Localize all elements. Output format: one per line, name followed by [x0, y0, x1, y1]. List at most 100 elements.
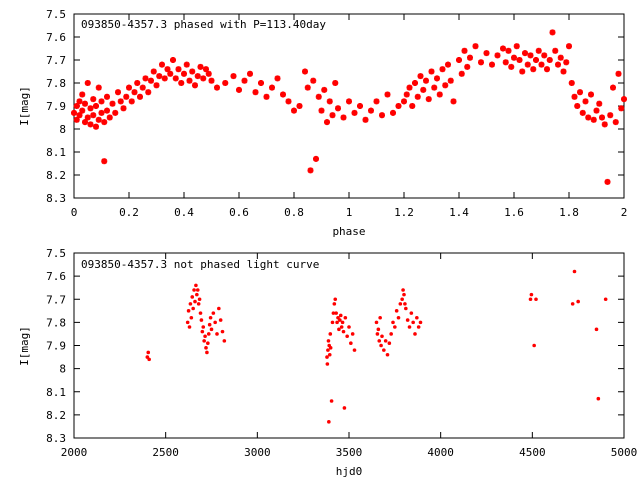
- phased-point: [403, 91, 410, 98]
- phased-point: [544, 66, 550, 73]
- unphased-point: [404, 306, 408, 311]
- unphased-point: [418, 320, 423, 325]
- phased-point: [513, 43, 520, 50]
- phased-point: [395, 103, 402, 109]
- unphased-point: [146, 350, 151, 355]
- phased-point: [159, 61, 165, 68]
- unphased-xtick-label: 5000: [611, 446, 638, 459]
- phased-point: [175, 66, 182, 73]
- unphased-point: [402, 292, 406, 297]
- phased-point: [500, 45, 506, 52]
- unphased-point: [189, 315, 194, 320]
- phased-point: [126, 84, 132, 91]
- phased-point: [585, 114, 592, 121]
- phased-point: [263, 93, 270, 100]
- unphased-point: [411, 320, 415, 325]
- unphased-point: [325, 355, 329, 359]
- phased-point: [128, 98, 135, 105]
- phased-point: [489, 61, 495, 68]
- phased-ytick-label: 7.6: [46, 31, 66, 44]
- unphased-point: [199, 318, 204, 322]
- phased-point: [373, 98, 380, 105]
- phased-point: [296, 103, 303, 109]
- phased-point: [93, 103, 99, 109]
- phased-point: [346, 98, 352, 105]
- phased-point: [577, 89, 583, 96]
- unphased-ytick-label: 7.9: [46, 340, 66, 353]
- phased-ytick-label: 7.7: [46, 54, 66, 67]
- unphased-point: [190, 295, 195, 299]
- phased-point: [478, 59, 484, 66]
- phased-point: [123, 93, 130, 100]
- phased-point: [203, 66, 209, 73]
- phased-point: [324, 119, 330, 126]
- phased-point: [183, 61, 190, 68]
- phased-point: [71, 109, 77, 116]
- phased-point: [464, 63, 471, 70]
- unphased-point: [349, 341, 353, 345]
- unphased-point: [215, 332, 219, 336]
- unphased-point: [197, 297, 202, 302]
- phased-point: [566, 43, 572, 50]
- phased-point: [236, 86, 242, 93]
- unphased-point: [325, 362, 330, 366]
- phased-point: [535, 47, 542, 54]
- phased-point: [612, 119, 619, 126]
- phased-xtick-label: 1: [346, 206, 353, 219]
- phased-ytick-label: 8: [59, 123, 66, 136]
- phased-point: [401, 98, 407, 105]
- phased-point: [82, 100, 88, 107]
- phased-point: [522, 50, 528, 57]
- phased-point: [618, 105, 625, 112]
- phased-point: [73, 103, 80, 109]
- phased-point: [527, 52, 534, 59]
- phased-point: [458, 70, 465, 77]
- phased-xtick-label: 1.4: [449, 206, 469, 219]
- phased-point: [214, 84, 220, 91]
- phased-point: [186, 77, 193, 84]
- phased-point: [456, 57, 462, 63]
- phased-ytick-label: 8.2: [46, 169, 66, 182]
- unphased-point: [211, 311, 216, 315]
- phased-point: [445, 61, 451, 68]
- phased-chart-title: 093850-4357.3 phased with P=113.40day: [81, 18, 326, 31]
- phased-point: [599, 114, 605, 121]
- unphased-point: [192, 288, 196, 292]
- phased-point: [150, 68, 157, 75]
- phased-point: [450, 98, 457, 105]
- unphased-point: [343, 315, 348, 320]
- unphased-point: [328, 346, 333, 350]
- phased-point: [384, 91, 391, 98]
- phased-point: [79, 107, 86, 114]
- phased-point: [258, 80, 264, 86]
- phased-point: [538, 61, 545, 68]
- unphased-point: [383, 339, 388, 343]
- unphased-point: [329, 399, 334, 403]
- unphased-point: [187, 325, 192, 329]
- phased-point: [247, 70, 253, 77]
- phased-point: [79, 91, 86, 98]
- phased-point: [200, 75, 207, 82]
- unphased-point: [374, 320, 379, 325]
- phased-point: [579, 109, 586, 116]
- phased-ytick-label: 7.8: [46, 77, 66, 90]
- phased-point: [406, 84, 413, 91]
- unphased-chart-title: 093850-4357.3 not phased light curve: [81, 258, 319, 271]
- phased-point: [104, 93, 110, 100]
- phased-point: [560, 68, 567, 75]
- phased-point: [593, 107, 600, 114]
- phased-point: [82, 119, 88, 126]
- phased-point: [615, 70, 622, 77]
- unphased-point: [328, 332, 333, 336]
- phased-point: [442, 82, 449, 89]
- unphased-point: [334, 311, 338, 315]
- phased-point: [269, 84, 275, 91]
- phased-point: [574, 103, 581, 109]
- phased-xtick-label: 0.8: [284, 206, 304, 219]
- phased-point: [134, 80, 141, 86]
- phased-point: [379, 112, 385, 119]
- phased-ytick-label: 7.9: [46, 100, 66, 113]
- unphased-point: [205, 350, 209, 355]
- phased-point: [120, 105, 127, 112]
- phased-point: [335, 105, 341, 112]
